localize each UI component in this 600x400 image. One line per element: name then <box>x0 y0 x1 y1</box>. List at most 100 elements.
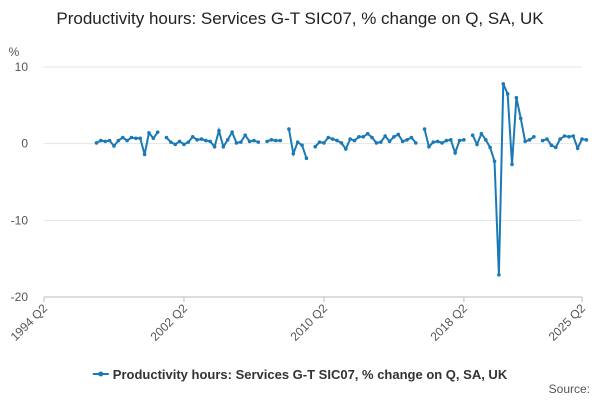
point <box>221 144 226 149</box>
point <box>330 137 335 141</box>
point <box>405 138 409 142</box>
point <box>142 152 147 157</box>
point <box>256 140 261 144</box>
point <box>326 135 331 140</box>
point <box>239 140 243 144</box>
point <box>462 138 466 142</box>
point <box>252 138 256 143</box>
point <box>169 140 173 144</box>
point <box>562 134 567 138</box>
point <box>448 138 453 142</box>
point <box>322 141 326 145</box>
point <box>457 138 462 143</box>
point <box>370 135 374 140</box>
point <box>287 127 291 131</box>
point <box>212 144 217 149</box>
point <box>505 92 510 96</box>
point <box>265 139 269 144</box>
point <box>409 135 414 140</box>
point <box>510 162 514 167</box>
point <box>300 143 304 147</box>
point <box>269 138 274 142</box>
source: Source: <box>549 382 590 396</box>
y-tick-label: -20 <box>11 290 29 304</box>
x-tick-label: 2018 Q2 <box>428 301 471 344</box>
point <box>580 137 584 141</box>
point <box>396 132 401 137</box>
point <box>523 139 527 144</box>
point <box>199 137 204 141</box>
point <box>553 145 558 150</box>
point <box>387 139 392 144</box>
point <box>99 138 103 143</box>
point <box>291 151 296 156</box>
chart-title: Productivity hours: Services G-T SIC07, … <box>56 9 544 28</box>
point <box>567 134 571 139</box>
point <box>348 137 352 141</box>
point <box>365 131 370 136</box>
point <box>470 133 475 138</box>
point <box>138 136 143 141</box>
point <box>492 159 497 164</box>
y-tick-label: 0 <box>21 137 28 151</box>
point <box>151 136 156 141</box>
point <box>125 138 129 143</box>
point <box>422 127 427 131</box>
point <box>339 141 344 145</box>
x-tick-label: 2010 Q2 <box>288 301 331 344</box>
point <box>453 151 457 155</box>
point <box>344 147 348 151</box>
point <box>378 140 383 144</box>
point <box>129 135 134 140</box>
point <box>400 139 405 144</box>
line <box>96 83 587 275</box>
point <box>497 272 501 277</box>
point <box>107 138 112 143</box>
point <box>177 139 182 144</box>
point <box>243 133 248 138</box>
point <box>427 144 431 149</box>
point <box>147 131 151 135</box>
point <box>155 130 160 134</box>
point <box>584 138 589 142</box>
point <box>444 138 449 143</box>
point <box>304 156 309 161</box>
point <box>540 138 545 143</box>
point <box>558 137 562 141</box>
x-tick-label: 2002 Q2 <box>148 301 191 344</box>
point <box>383 134 387 138</box>
point <box>545 137 549 141</box>
point <box>295 140 300 144</box>
point <box>483 138 488 142</box>
point <box>274 138 278 143</box>
point <box>501 82 506 86</box>
y-tick-label: 10 <box>15 60 29 74</box>
point <box>234 141 239 145</box>
point <box>549 143 554 147</box>
point <box>208 139 213 144</box>
point <box>514 95 519 100</box>
point <box>230 130 234 134</box>
point <box>532 134 536 139</box>
point <box>103 139 108 144</box>
point <box>204 138 208 143</box>
point <box>195 138 199 142</box>
point <box>413 141 418 145</box>
point <box>116 138 121 143</box>
legend-marker <box>98 371 104 377</box>
point <box>475 142 479 147</box>
point <box>190 134 195 139</box>
point <box>352 138 357 143</box>
point <box>164 135 169 140</box>
point <box>440 141 444 145</box>
point <box>335 138 339 143</box>
point <box>488 145 492 150</box>
x-tick-label: 2025 Q2 <box>546 301 589 344</box>
y-axis-label: % <box>9 45 20 59</box>
point <box>217 128 221 133</box>
point <box>313 144 317 149</box>
point <box>278 138 282 143</box>
point <box>571 134 576 138</box>
